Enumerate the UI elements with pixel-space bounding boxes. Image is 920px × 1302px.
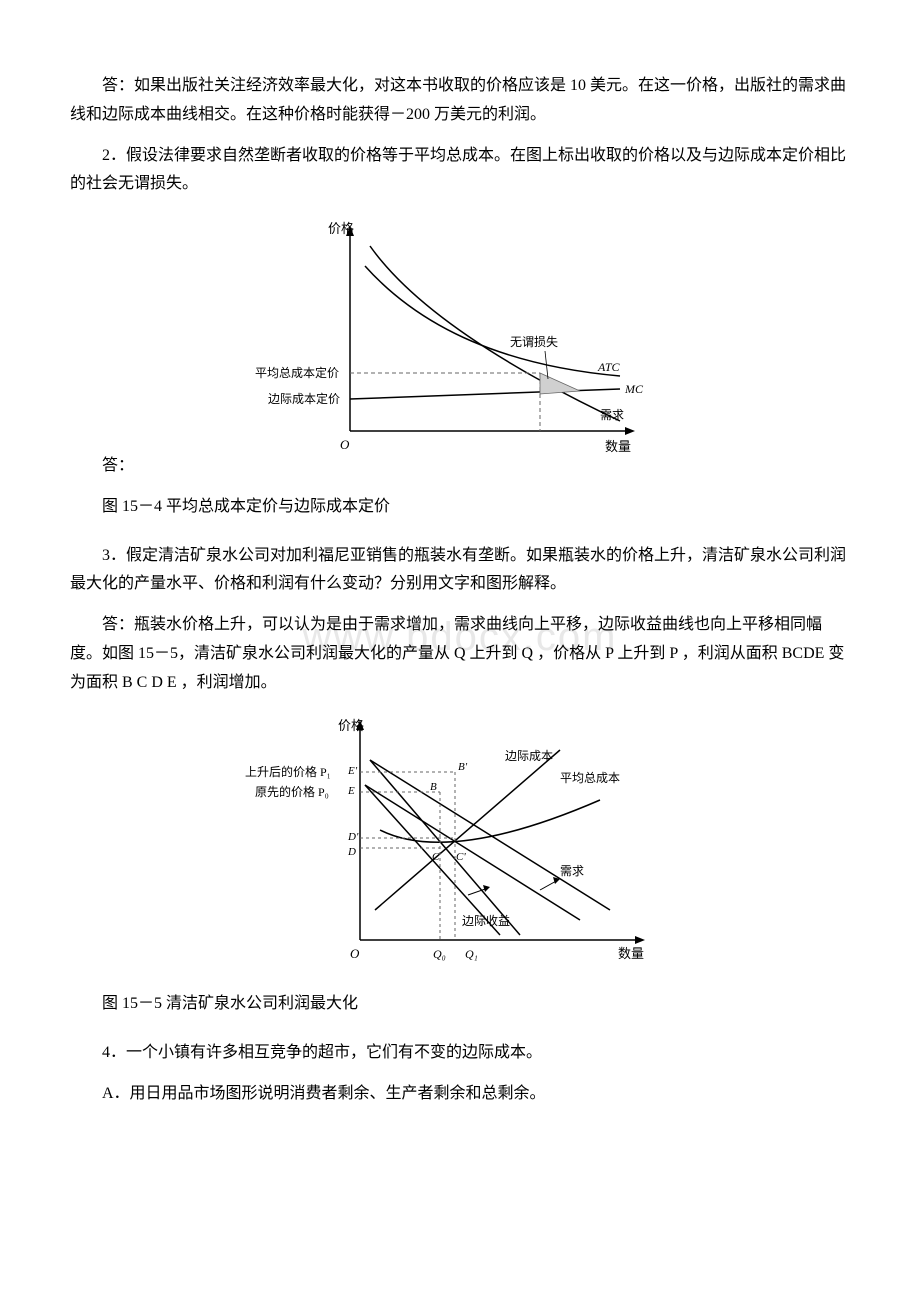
fig1-deadweight-label: 无谓损失 (510, 334, 558, 349)
fig1-xaxis-label: 数量 (605, 439, 631, 454)
figure-2-svg: 价格 数量 O Q₀ Q₁ 上升后的价格 P₁ 原先 (240, 710, 680, 970)
answer-paragraph-1: 答：如果出版社关注经济效率最大化，对这本书收取的价格应该是 10 美元。在这一价… (70, 72, 850, 130)
fig2-Ep: E' (347, 765, 358, 777)
fig1-atc-pricing-label: 平均总成本定价 (255, 365, 339, 380)
question-2: 2．假设法律要求自然垄断者收取的价格等于平均总成本。在图上标出收取的价格以及与边… (70, 142, 850, 200)
fig2-p0-label: 原先的价格 P₀ (255, 784, 329, 799)
figure-1-svg: 价格 数量 O 平均总成本定价 边际成本定价 无谓损失 ATC MC 需求 (250, 211, 670, 461)
fig1-demand-label: 需求 (600, 408, 624, 422)
question-4: 4．一个小镇有许多相互竞争的超市，它们有不变的边际成本。 (70, 1039, 850, 1068)
fig1-mc-label: MC (624, 382, 644, 396)
figure-2-container: 价格 数量 O Q₀ Q₁ 上升后的价格 P₁ 原先 (70, 710, 850, 981)
fig2-demand-label: 需求 (560, 864, 584, 878)
fig2-atc-label: 平均总成本 (560, 771, 620, 785)
fig1-atc-label: ATC (597, 360, 621, 374)
fig2-mr-label: 边际收益 (462, 914, 510, 928)
fig2-yaxis-label: 价格 (338, 718, 364, 733)
fig2-Bp: B' (458, 761, 468, 773)
answer-paragraph-3: 答：瓶装水价格上升，可以认为是由于需求增加，需求曲线向上平移，边际收益曲线也向上… (70, 611, 850, 697)
fig1-mc-pricing-label: 边际成本定价 (268, 391, 340, 406)
fig1-yaxis-label: 价格 (328, 221, 354, 236)
fig2-q0-label: Q₀ (433, 947, 446, 961)
fig2-Cp: C' (456, 851, 466, 863)
fig2-D: D (347, 846, 356, 858)
fig2-origin: O (350, 946, 360, 961)
fig2-C: C (432, 851, 440, 863)
fig2-B: B (430, 781, 437, 793)
fig2-mc-label: 边际成本 (505, 749, 553, 763)
figure-2-caption: 图 15－5 清洁矿泉水公司利润最大化 (70, 990, 850, 1019)
fig2-p1-label: 上升后的价格 P₁ (245, 764, 331, 779)
fig2-q1-label: Q₁ (465, 947, 478, 961)
fig2-Dp: D' (347, 831, 359, 843)
question-3: 3．假定清洁矿泉水公司对加利福尼亚销售的瓶装水有垄断。如果瓶装水的价格上升，清洁… (70, 542, 850, 600)
fig1-origin: O (340, 437, 350, 452)
figure-1-caption: 图 15－4 平均总成本定价与边际成本定价 (70, 493, 850, 522)
answer-label: 答： (102, 457, 134, 474)
fig2-E: E (347, 785, 355, 797)
question-4a: A．用日用品市场图形说明消费者剩余、生产者剩余和总剩余。 (70, 1080, 850, 1109)
fig2-xaxis-label: 数量 (618, 946, 644, 961)
figure-1-container: 价格 数量 O 平均总成本定价 边际成本定价 无谓损失 ATC MC 需求 (70, 211, 850, 472)
